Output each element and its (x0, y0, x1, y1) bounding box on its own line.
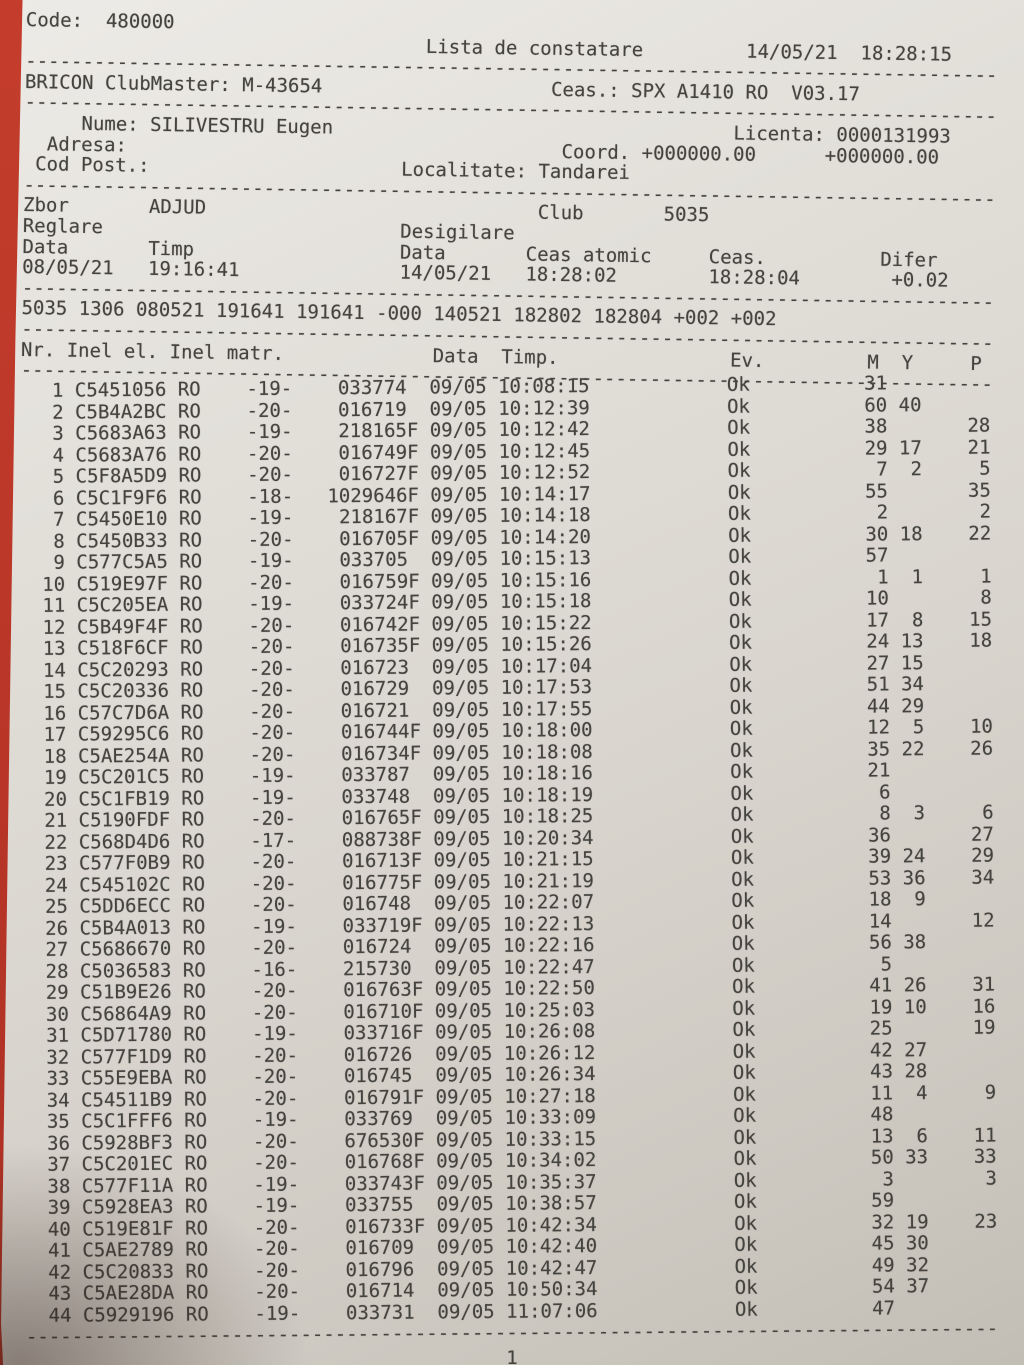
table-block: 1 C5451056 RO -19- 033774 09/05 10:08:15… (18, 372, 1012, 1348)
document-content: Code: 480000 Lista de constatare 14/05/2… (20, 9, 1012, 1365)
page-number: 1 (506, 1347, 518, 1365)
header-block: Code: 480000 Lista de constatare 14/05/2… (20, 9, 1012, 395)
